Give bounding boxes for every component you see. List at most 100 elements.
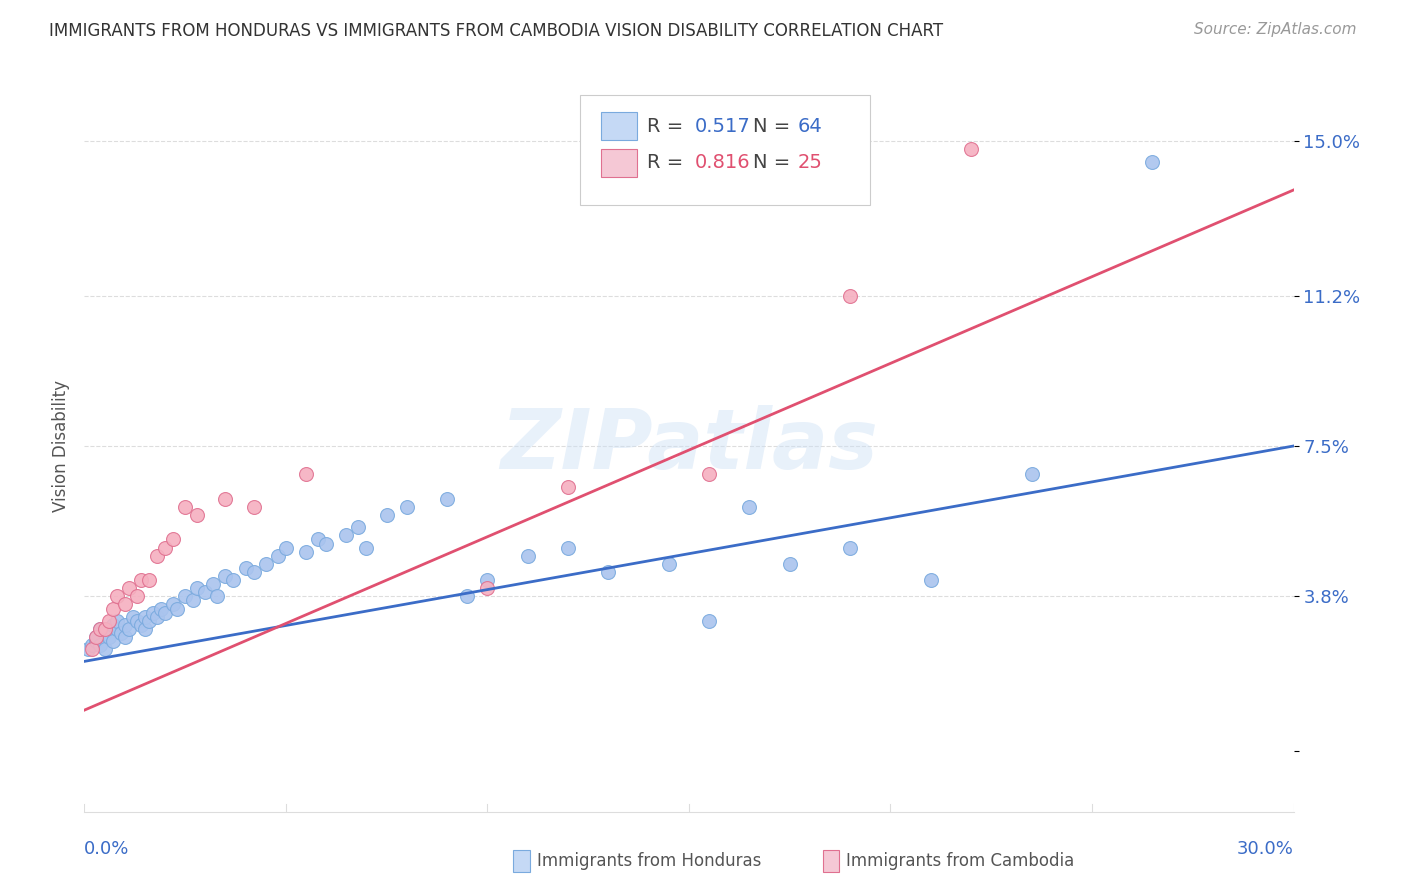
Text: R =: R =: [647, 153, 689, 172]
Point: [194, 585, 217, 599]
Text: 30.0%: 30.0%: [1237, 840, 1294, 858]
Point: [93, 626, 115, 640]
Point: [315, 536, 337, 550]
Point: [114, 630, 136, 644]
Point: [149, 601, 172, 615]
Text: N =: N =: [754, 153, 797, 172]
Point: [839, 541, 862, 555]
Point: [121, 609, 143, 624]
Text: Source: ZipAtlas.com: Source: ZipAtlas.com: [1194, 22, 1357, 37]
Point: [166, 601, 188, 615]
Point: [960, 142, 983, 156]
Text: 0.0%: 0.0%: [84, 840, 129, 858]
Point: [134, 622, 156, 636]
Point: [101, 601, 124, 615]
FancyBboxPatch shape: [581, 95, 870, 204]
Text: R =: R =: [647, 117, 689, 136]
Text: N =: N =: [754, 117, 797, 136]
Point: [97, 630, 120, 644]
Point: [129, 573, 152, 587]
Point: [105, 590, 128, 604]
Point: [101, 617, 124, 632]
Point: [162, 598, 184, 612]
Point: [477, 573, 499, 587]
Point: [242, 500, 264, 514]
Point: [202, 577, 225, 591]
Point: [89, 638, 111, 652]
Point: [436, 491, 458, 506]
Point: [456, 590, 478, 604]
Point: [97, 614, 120, 628]
Point: [125, 614, 148, 628]
Point: [186, 508, 208, 522]
Point: [697, 467, 720, 482]
Point: [839, 288, 862, 302]
Point: [105, 614, 128, 628]
Point: [153, 541, 176, 555]
Point: [254, 557, 277, 571]
Point: [162, 533, 184, 547]
Point: [114, 598, 136, 612]
Point: [557, 541, 579, 555]
Text: 0.816: 0.816: [695, 153, 751, 172]
Point: [242, 565, 264, 579]
Point: [110, 626, 132, 640]
Y-axis label: Vision Disability: Vision Disability: [52, 380, 70, 512]
Point: [295, 467, 318, 482]
Point: [395, 500, 418, 514]
Point: [86, 634, 108, 648]
Point: [598, 565, 620, 579]
Point: [82, 638, 104, 652]
Point: [174, 500, 197, 514]
Text: 0.517: 0.517: [695, 117, 751, 136]
Point: [307, 533, 329, 547]
Point: [186, 581, 208, 595]
Point: [146, 549, 169, 563]
FancyBboxPatch shape: [600, 149, 637, 177]
Point: [347, 520, 370, 534]
Point: [138, 573, 160, 587]
Text: IMMIGRANTS FROM HONDURAS VS IMMIGRANTS FROM CAMBODIA VISION DISABILITY CORRELATI: IMMIGRANTS FROM HONDURAS VS IMMIGRANTS F…: [49, 22, 943, 40]
Point: [335, 528, 357, 542]
Text: ZIPatlas: ZIPatlas: [501, 406, 877, 486]
Point: [89, 622, 111, 636]
Point: [134, 609, 156, 624]
Point: [142, 606, 165, 620]
Text: Immigrants from Honduras: Immigrants from Honduras: [537, 852, 762, 870]
Point: [153, 606, 176, 620]
Point: [138, 614, 160, 628]
Point: [174, 590, 197, 604]
Point: [557, 480, 579, 494]
Point: [267, 549, 290, 563]
Point: [105, 622, 128, 636]
Point: [125, 590, 148, 604]
Point: [77, 642, 100, 657]
Point: [235, 561, 257, 575]
Text: Immigrants from Cambodia: Immigrants from Cambodia: [846, 852, 1074, 870]
FancyBboxPatch shape: [600, 112, 637, 140]
Text: 25: 25: [797, 153, 823, 172]
Point: [658, 557, 681, 571]
Point: [89, 622, 111, 636]
Point: [1021, 467, 1043, 482]
Point: [101, 634, 124, 648]
Point: [697, 614, 720, 628]
Point: [516, 549, 538, 563]
Point: [295, 544, 318, 558]
Point: [118, 581, 141, 595]
Point: [477, 581, 499, 595]
Point: [86, 630, 108, 644]
Point: [93, 622, 115, 636]
Point: [214, 491, 236, 506]
Point: [207, 590, 229, 604]
Point: [738, 500, 761, 514]
Point: [146, 609, 169, 624]
Point: [222, 573, 245, 587]
Point: [129, 617, 152, 632]
Point: [779, 557, 801, 571]
Point: [274, 541, 297, 555]
Point: [181, 593, 204, 607]
Point: [82, 642, 104, 657]
Point: [114, 617, 136, 632]
Point: [118, 622, 141, 636]
